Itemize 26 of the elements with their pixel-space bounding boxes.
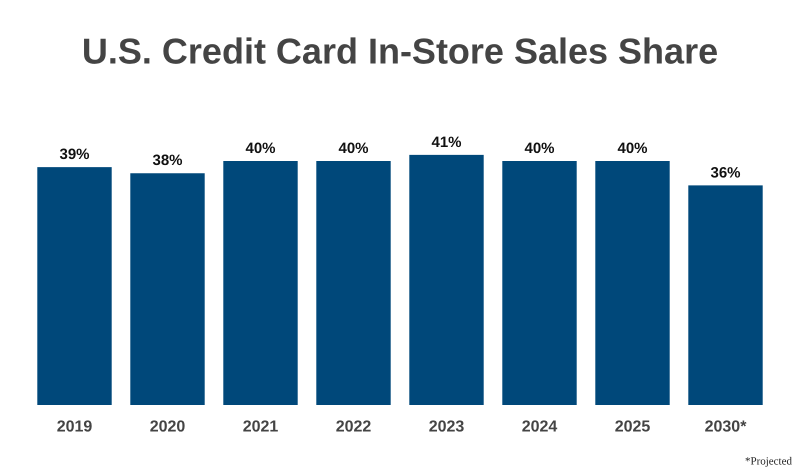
x-tick-label: 2025 xyxy=(614,418,650,436)
data-label: 39% xyxy=(59,146,90,164)
x-tick-label: 2023 xyxy=(428,418,464,436)
data-label: 38% xyxy=(152,152,183,170)
x-tick-label: 2019 xyxy=(56,418,92,436)
x-tick-label: 2021 xyxy=(242,418,278,436)
text: *Projected xyxy=(744,456,792,468)
bar xyxy=(130,173,205,405)
data-label: 36% xyxy=(710,164,741,182)
x-tick-label: 2030* xyxy=(704,418,748,436)
chart-title: U.S. Credit Card In-Store Sales Share xyxy=(82,30,718,72)
bar xyxy=(37,167,112,405)
bar xyxy=(409,154,484,405)
bar xyxy=(502,161,577,405)
data-label: 40% xyxy=(617,140,648,157)
x-tick-label: 2020 xyxy=(150,418,186,436)
x-tick-label: 2024 xyxy=(522,418,558,436)
data-label: 40% xyxy=(524,140,555,157)
bar xyxy=(223,161,298,405)
bar xyxy=(595,161,670,405)
bar xyxy=(316,161,391,405)
data-label: 40% xyxy=(245,140,276,157)
bar xyxy=(688,185,763,405)
data-label: 40% xyxy=(338,140,369,157)
x-tick-label: 2022 xyxy=(336,418,372,436)
data-label: 41% xyxy=(431,134,462,151)
